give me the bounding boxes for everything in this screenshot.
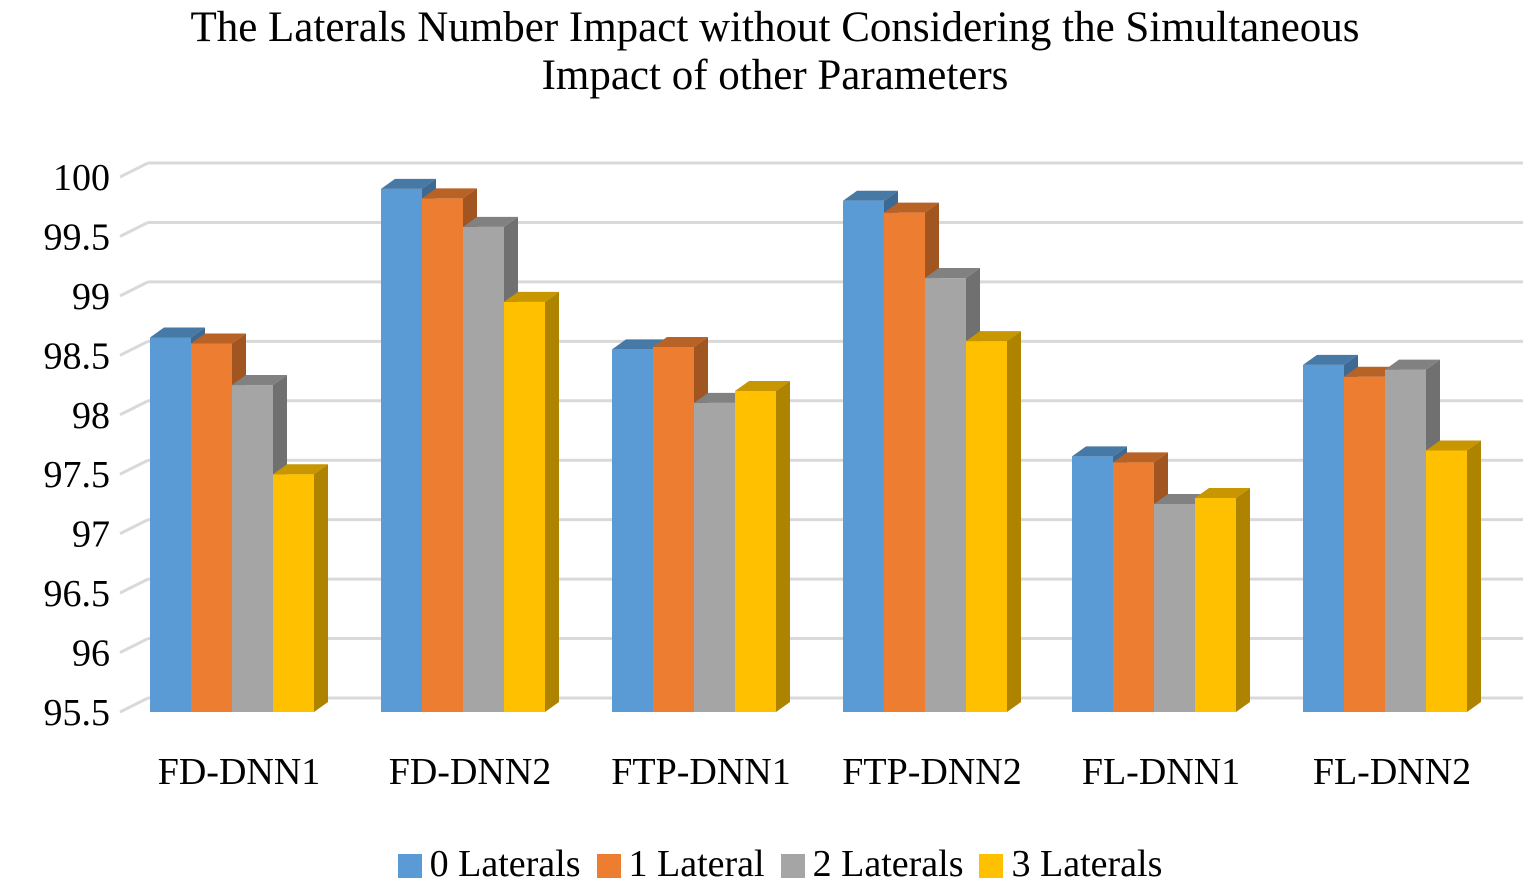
bar-top <box>925 268 980 279</box>
gridline-diagonal <box>119 637 149 654</box>
bar-top <box>1303 354 1358 365</box>
legend-swatch-0-laterals <box>397 854 422 878</box>
bar-side <box>1467 440 1481 712</box>
bar <box>150 337 191 712</box>
y-tick-label: 98.5 <box>44 335 111 377</box>
bar-top <box>504 291 559 302</box>
y-tick-label: 95.5 <box>44 692 111 734</box>
legend-label-2-laterals: 2 Laterals <box>812 843 964 885</box>
legend-swatch-1-lateral <box>596 854 621 878</box>
bar-top <box>463 216 518 227</box>
bar-top <box>735 381 790 391</box>
bar <box>273 474 314 712</box>
bar-top <box>1072 446 1127 457</box>
gridline-diagonal <box>119 339 149 357</box>
bar-top <box>843 190 898 201</box>
legend-label-1-lateral: 1 Lateral <box>628 843 765 885</box>
bar-side <box>314 464 328 712</box>
chart-title-line-1: The Laterals Number Impact without Consi… <box>190 4 1360 51</box>
bar <box>735 391 776 712</box>
gridline-diagonal <box>119 221 149 238</box>
y-tick-label: 98 <box>72 395 110 437</box>
bar-top <box>191 333 246 344</box>
bar-side <box>1007 331 1021 712</box>
gridline-diagonal <box>119 399 149 417</box>
bar <box>232 385 273 712</box>
bar-top <box>1385 359 1440 370</box>
legend-label-3-laterals: 3 Laterals <box>1011 843 1163 885</box>
bar-top <box>232 375 287 386</box>
bar <box>1113 462 1154 712</box>
legend-item-1-lateral: 1 Lateral <box>596 842 765 886</box>
x-tick-label: FL-DNN2 <box>1313 751 1471 793</box>
y-tick-label: 97 <box>72 514 110 556</box>
gridline-diagonal <box>119 518 149 536</box>
gridline-diagonal <box>119 280 149 298</box>
bar <box>1195 498 1236 712</box>
legend-item-3-laterals: 3 Laterals <box>979 842 1162 886</box>
legend-item-2-laterals: 2 Laterals <box>780 842 964 886</box>
bar <box>1072 456 1113 712</box>
legend-label-0-laterals: 0 Laterals <box>429 843 581 885</box>
bar-top <box>884 202 939 213</box>
bar <box>694 402 735 712</box>
bar-side <box>1236 488 1250 712</box>
bar <box>1426 450 1467 712</box>
bar-top <box>1195 488 1250 498</box>
bar <box>381 188 422 712</box>
y-tick-label: 96 <box>72 633 110 675</box>
bar-top <box>422 188 477 199</box>
bar-side <box>776 381 790 712</box>
bar <box>1344 376 1385 712</box>
bar-top <box>150 327 205 338</box>
bar <box>653 347 694 712</box>
bar <box>1385 369 1426 712</box>
gridline-diagonal <box>119 458 149 476</box>
x-tick-label: FD-DNN1 <box>158 751 321 793</box>
x-tick-label: FTP-DNN1 <box>611 751 790 793</box>
bar-top <box>1113 452 1168 463</box>
x-tick-label: FD-DNN2 <box>389 751 552 793</box>
bar <box>925 278 966 712</box>
bar-top <box>381 178 436 189</box>
gridline-diagonal <box>119 696 149 714</box>
bar <box>504 301 545 712</box>
y-tick-label: 97.5 <box>44 454 111 496</box>
bar <box>1303 364 1344 712</box>
bar-top <box>966 331 1021 342</box>
chart-title-line-2: Impact of other Parameters <box>541 52 1009 99</box>
y-tick-label: 99 <box>72 276 110 318</box>
legend-item-0-laterals: 0 Laterals <box>397 842 581 886</box>
chart-legend: 0 Laterals 1 Lateral 2 Laterals 3 Latera… <box>0 842 1536 886</box>
y-tick-label: 99.5 <box>44 216 111 258</box>
bar <box>191 343 232 712</box>
bar <box>463 226 504 712</box>
gridline-diagonal <box>119 577 149 595</box>
bar <box>1154 503 1195 712</box>
bar-top <box>653 337 708 348</box>
chart-title: The Laterals Number Impact without Consi… <box>0 4 1536 100</box>
gridline-diagonal <box>119 161 149 179</box>
legend-swatch-3-laterals <box>979 854 1004 878</box>
bar-top <box>1426 440 1481 451</box>
legend-swatch-2-laterals <box>780 854 805 878</box>
y-tick-label: 96.5 <box>44 573 111 615</box>
bar <box>612 349 653 712</box>
bar <box>843 200 884 712</box>
bar <box>884 212 925 712</box>
x-tick-label: FTP-DNN2 <box>842 751 1021 793</box>
x-tick-label: FL-DNN1 <box>1082 751 1240 793</box>
bar-side <box>545 291 559 712</box>
bar <box>966 341 1007 712</box>
bar <box>422 198 463 712</box>
y-tick-label: 100 <box>53 157 110 199</box>
bar-top <box>273 464 328 475</box>
